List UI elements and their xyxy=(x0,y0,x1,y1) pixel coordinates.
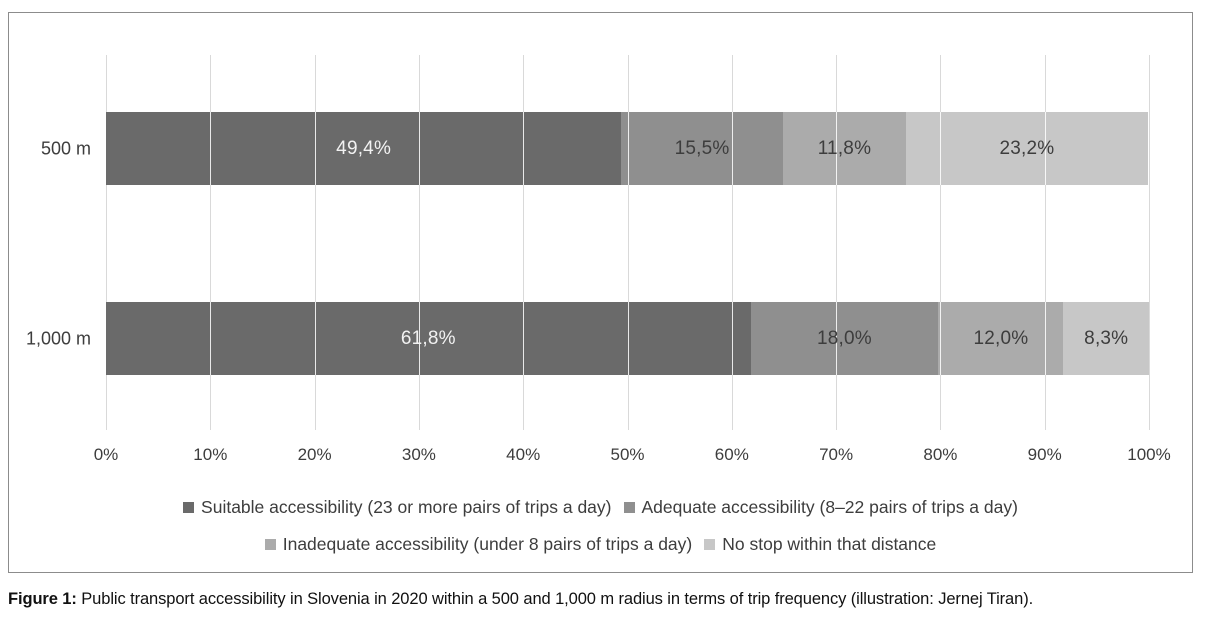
bar-segment: 8,3% xyxy=(1063,302,1149,375)
bar-gridline xyxy=(418,112,420,185)
x-tick-label: 10% xyxy=(193,445,228,464)
bar-gridline xyxy=(418,302,420,375)
bar-segment: 11,8% xyxy=(782,112,906,185)
bar-segment: 18,0% xyxy=(750,302,939,375)
gridline xyxy=(106,55,107,430)
x-tick-label: 70% xyxy=(819,445,854,464)
bar-gridline xyxy=(523,302,525,375)
gridline xyxy=(627,55,629,430)
legend-swatch-icon xyxy=(183,502,195,513)
x-tick-label: 80% xyxy=(923,445,958,464)
x-tick-label: 40% xyxy=(506,445,541,464)
bar-segment-label: 8,3% xyxy=(1084,327,1129,349)
legend-item: Adequate accessibility (8–22 pairs of tr… xyxy=(623,497,1018,518)
bar-segment: 12,0% xyxy=(938,302,1064,375)
bar-gridline xyxy=(314,112,316,185)
legend-row-1: Suitable accessibility (23 or more pairs… xyxy=(9,489,1192,526)
x-tick-label: 90% xyxy=(1027,445,1062,464)
x-tick-label: 20% xyxy=(297,445,332,464)
bar-segment-label: 15,5% xyxy=(674,137,730,159)
bar-gridline xyxy=(836,302,838,375)
figure-caption: Figure 1: Public transport accessibility… xyxy=(8,587,1208,612)
x-tick-label: 100% xyxy=(1127,445,1171,464)
bar-gridline xyxy=(731,302,733,375)
legend-item-label: No stop within that distance xyxy=(722,534,937,554)
gridline xyxy=(731,55,733,430)
bar-gridline xyxy=(940,112,942,185)
gridline xyxy=(1149,55,1150,430)
gridline xyxy=(418,55,420,430)
category-label: 1,000 m xyxy=(25,328,91,348)
legend-item: Inadequate accessibility (under 8 pairs … xyxy=(264,534,693,555)
legend-row-2: Inadequate accessibility (under 8 pairs … xyxy=(9,526,1192,563)
bar-segment-label: 11,8% xyxy=(817,137,872,159)
gridline xyxy=(523,55,525,430)
x-tick-label: 60% xyxy=(714,445,749,464)
bar-gridline xyxy=(314,302,316,375)
category-label: 500 m xyxy=(40,138,91,158)
bar-gridline xyxy=(627,112,629,185)
bar-gridline xyxy=(210,112,212,185)
bar-row: 49,4% 15,5% 11,8% 23,2% xyxy=(106,112,1149,185)
bar-segment-label: 49,4% xyxy=(336,137,392,159)
bar-segment: 23,2% xyxy=(905,112,1148,185)
legend: Suitable accessibility (23 or more pairs… xyxy=(9,489,1192,563)
bar-segment-label: 61,8% xyxy=(400,327,456,349)
legend-item: No stop within that distance xyxy=(704,534,936,555)
caption-text: Public transport accessibility in Sloven… xyxy=(76,590,1034,608)
gridline xyxy=(210,55,212,430)
bar-gridline xyxy=(210,302,212,375)
bar-segment-label: 18,0% xyxy=(816,327,872,349)
gridline xyxy=(836,55,838,430)
x-tick-label: 50% xyxy=(610,445,645,464)
bar-gridline xyxy=(1044,302,1046,375)
bar-segment: 61,8% xyxy=(106,302,751,375)
bar-segment: 49,4% xyxy=(106,112,622,185)
bar-segment-label: 12,0% xyxy=(973,327,1029,349)
legend-item-label: Inadequate accessibility (under 8 pairs … xyxy=(282,534,693,554)
bar-gridline xyxy=(836,112,838,185)
legend-swatch-icon xyxy=(264,539,276,550)
legend-item-label: Adequate accessibility (8–22 pairs of tr… xyxy=(641,497,1018,517)
bar-row: 61,8% 18,0% 12,0% 8,3% xyxy=(106,302,1149,375)
bar-gridline xyxy=(627,302,629,375)
gridline xyxy=(314,55,316,430)
x-tick-label: 30% xyxy=(401,445,436,464)
bar-gridline xyxy=(1044,112,1046,185)
legend-swatch-icon xyxy=(704,539,716,550)
legend-item: Suitable accessibility (23 or more pairs… xyxy=(183,497,612,518)
legend-item-label: Suitable accessibility (23 or more pairs… xyxy=(201,497,612,517)
bar-segment-label: 23,2% xyxy=(999,137,1055,159)
legend-swatch-icon xyxy=(623,502,635,513)
figure-box: 0% 10% 20% 30% 40% 50% 60% 70% 80% 90% 100% 49,4% 15… xyxy=(8,12,1193,573)
gridline xyxy=(940,55,942,430)
gridline xyxy=(1044,55,1046,430)
bar-gridline xyxy=(731,112,733,185)
bar-gridline xyxy=(523,112,525,185)
bar-gridline xyxy=(940,302,942,375)
plot-area: 0% 10% 20% 30% 40% 50% 60% 70% 80% 90% 100% 49,4% 15… xyxy=(26,55,1171,464)
x-tick-label: 0% xyxy=(93,445,119,464)
caption-label: Figure 1: xyxy=(8,590,77,608)
bar-segment: 15,5% xyxy=(621,112,783,185)
